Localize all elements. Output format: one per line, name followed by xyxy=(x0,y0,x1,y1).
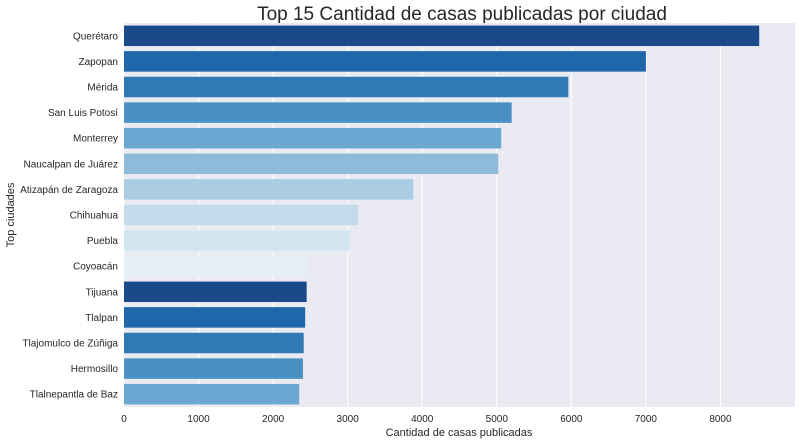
bar xyxy=(124,383,300,405)
x-tick-label: 2000 xyxy=(262,414,285,425)
bar xyxy=(124,51,646,72)
y-tick-label: San Luis Potosí xyxy=(48,108,118,119)
bar xyxy=(124,307,306,328)
chart-title: Top 15 Cantidad de casas publicadas por … xyxy=(257,4,667,25)
y-tick-label: Tlajomulco de Zúñiga xyxy=(22,339,118,350)
y-tick-label: Tlalnepantla de Baz xyxy=(30,390,118,401)
y-tick-labels: Querétaro Zapopan Mérida San Luis Potosí Mon… xyxy=(20,31,118,400)
x-tick-label: 8000 xyxy=(709,414,732,425)
y-tick-label: Coyoacán xyxy=(73,262,118,273)
y-tick-label: Tijuana xyxy=(86,287,119,298)
bar xyxy=(124,281,307,303)
bar xyxy=(124,102,512,123)
y-tick-label: Atizapán de Zaragoza xyxy=(20,185,118,196)
bars xyxy=(124,25,760,405)
bar xyxy=(124,332,304,354)
y-tick-label: Tlalpan xyxy=(85,313,118,324)
y-tick-label: Chihuahua xyxy=(70,211,119,222)
bar xyxy=(124,230,350,251)
bar xyxy=(124,76,569,98)
x-tick-label: 4000 xyxy=(411,414,434,425)
y-tick-label: Puebla xyxy=(87,236,119,247)
y-tick-label: Zapopan xyxy=(79,57,118,68)
x-tick-label: 7000 xyxy=(635,414,658,425)
bar xyxy=(124,127,502,149)
y-axis-label: Top ciudades xyxy=(5,182,17,247)
bar xyxy=(124,25,760,47)
x-axis-label: Cantidad de casas publicadas xyxy=(386,427,533,439)
x-tick-label: 1000 xyxy=(187,414,210,425)
x-tick-label: 3000 xyxy=(337,414,360,425)
bar xyxy=(124,255,307,277)
y-tick-label: Monterrey xyxy=(73,134,118,145)
y-tick-label: Hermosillo xyxy=(71,364,119,375)
bar xyxy=(124,358,303,379)
y-tick-label: Querétaro xyxy=(73,31,118,42)
x-tick-label: 0 xyxy=(121,414,127,425)
y-tick-label: Mérida xyxy=(87,83,118,94)
x-tick-labels: 0 1000 2000 3000 4000 5000 6000 7000 8000 xyxy=(121,414,732,425)
x-tick-label: 6000 xyxy=(560,414,583,425)
bar xyxy=(124,179,414,200)
bar xyxy=(124,204,359,226)
bar xyxy=(124,153,499,175)
y-tick-label: Naucalpan de Juárez xyxy=(23,159,118,170)
x-tick-label: 5000 xyxy=(486,414,509,425)
